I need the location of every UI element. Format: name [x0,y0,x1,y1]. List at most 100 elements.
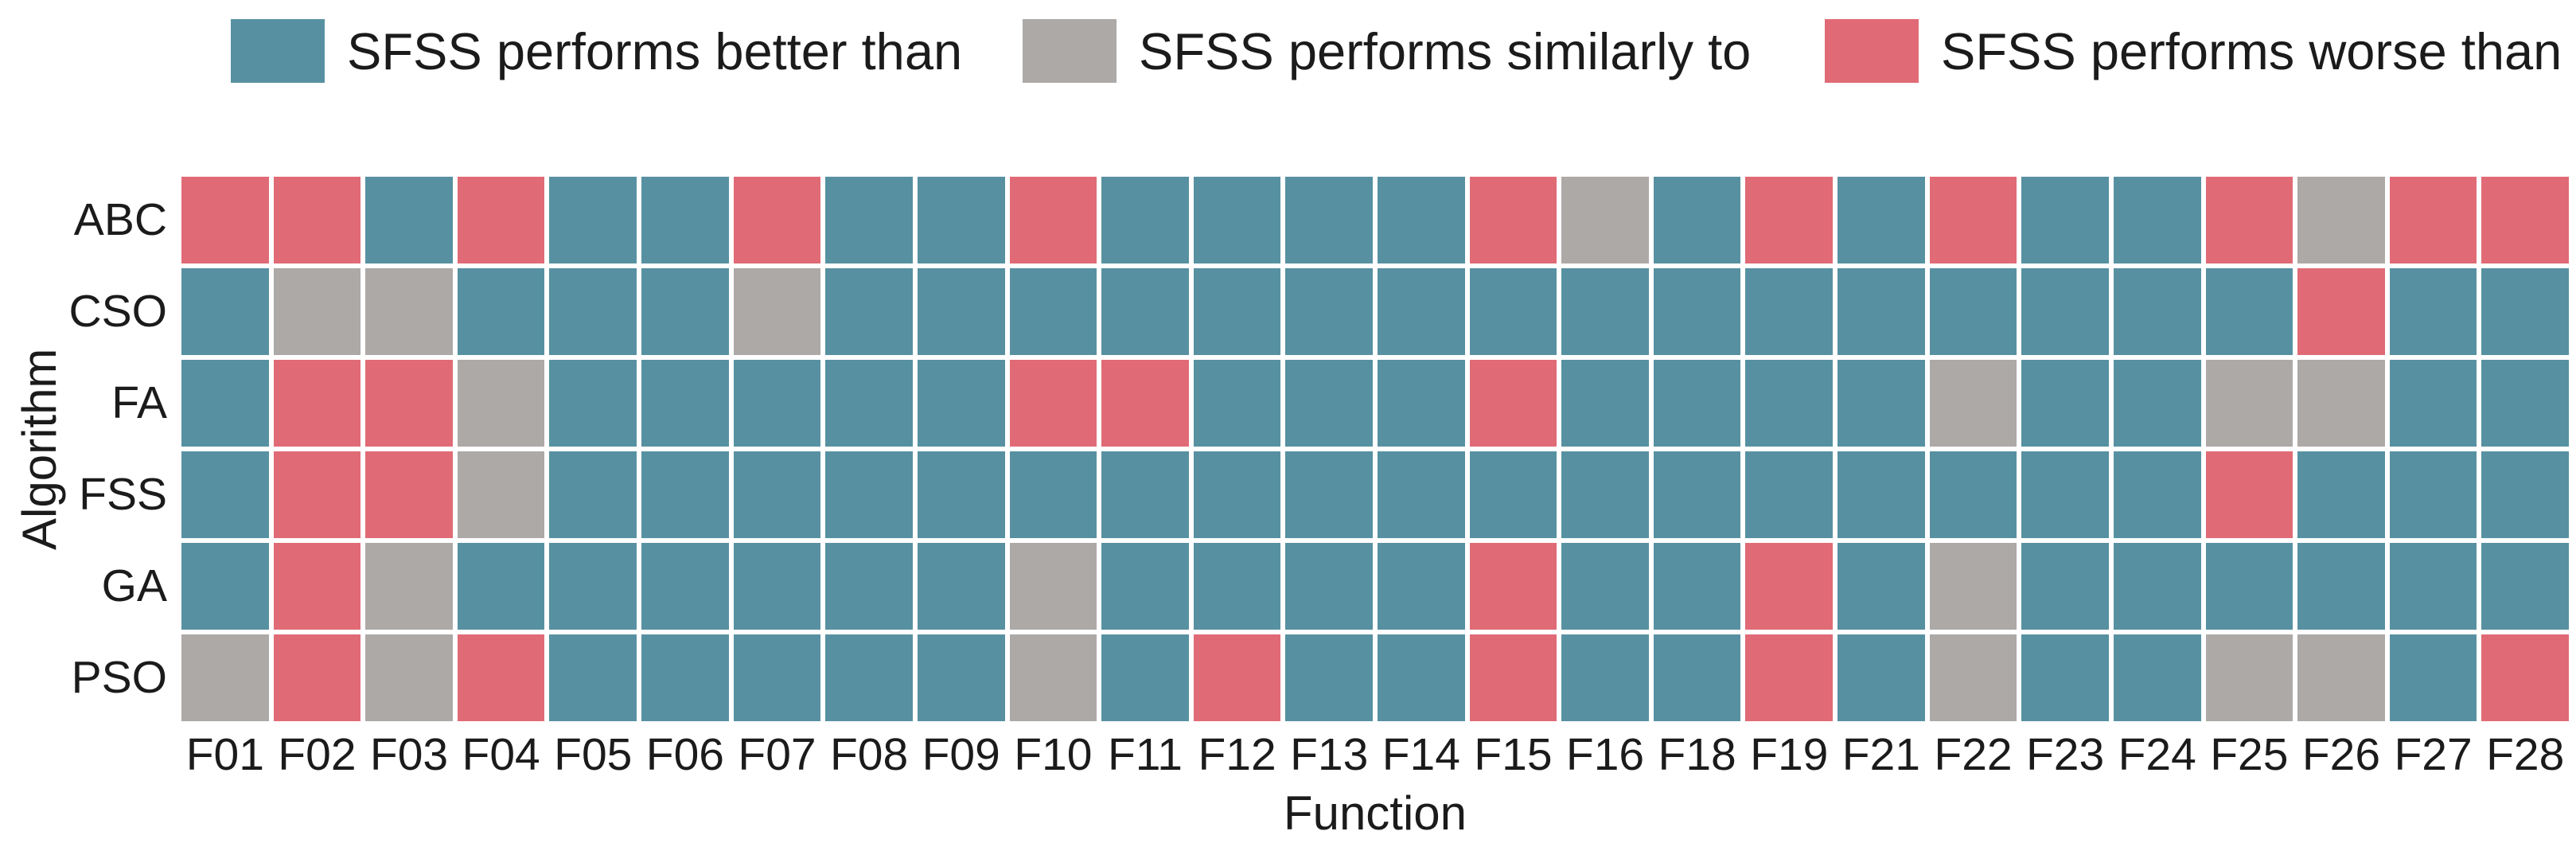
heatmap-cell-GA-F04 [457,543,545,630]
heatmap-cell-ABC-F21 [1837,177,1925,263]
x-tick-label-F15: F15 [1474,729,1553,780]
heatmap-cell-FSS-F03 [365,451,453,538]
legend-item-similar: SFSS performs similarly to [1023,13,1751,89]
heatmap-cell-FSS-F22 [1929,451,2017,538]
heatmap-cell-ABC-F11 [1101,177,1189,263]
heatmap-cell-ABC-F09 [917,177,1005,263]
x-tick-label-F28: F28 [2486,729,2565,780]
heatmap-cell-FA-F14 [1378,360,1465,447]
heatmap-cell-GA-F14 [1378,543,1465,630]
heatmap-cell-ABC-F06 [641,177,729,263]
heatmap-cell-CSO-F08 [825,268,913,355]
heatmap-cell-GA-F10 [1009,543,1097,630]
legend-swatch-similar [1023,19,1117,83]
heatmap-cell-PSO-F02 [273,634,361,721]
x-tick-label-F16: F16 [1565,729,1645,780]
x-tick-label-F03: F03 [369,729,449,780]
x-tick-label-F05: F05 [554,729,633,780]
heatmap-cell-FA-F15 [1469,360,1557,447]
heatmap-cell-GA-F09 [917,543,1005,630]
heatmap-cell-CSO-F24 [2113,268,2201,355]
heatmap-cell-GA-F24 [2113,543,2201,630]
heatmap-cell-CSO-F25 [2205,268,2293,355]
x-tick-label-F06: F06 [645,729,724,780]
heatmap-cell-ABC-F12 [1193,177,1281,263]
heatmap-cell-FSS-F01 [181,451,269,538]
heatmap-cell-GA-F25 [2205,543,2293,630]
heatmap-cell-CSO-F05 [549,268,637,355]
heatmap-cell-ABC-F26 [2297,177,2385,263]
heatmap-cell-GA-F11 [1101,543,1189,630]
heatmap-cell-FA-F08 [825,360,913,447]
heatmap-cell-CSO-F10 [1009,268,1097,355]
heatmap-cell-CSO-F26 [2297,268,2385,355]
heatmap-cell-ABC-F14 [1378,177,1465,263]
heatmap-cell-PSO-F15 [1469,634,1557,721]
heatmap-cell-FSS-F28 [2481,451,2569,538]
heatmap-cell-CSO-F07 [733,268,821,355]
heatmap-cell-GA-F23 [2021,543,2109,630]
x-tick-label-F14: F14 [1382,729,1460,780]
heatmap-cell-FA-F13 [1285,360,1373,447]
heatmap-cell-FA-F25 [2205,360,2293,447]
heatmap-cell-ABC-F01 [181,177,269,263]
heatmap-cell-ABC-F03 [365,177,453,263]
heatmap-cell-FA-F10 [1009,360,1097,447]
heatmap-cell-CSO-F16 [1561,268,1649,355]
heatmap-cell-FA-F06 [641,360,729,447]
heatmap-cell-FA-F01 [181,360,269,447]
y-tick-label-FA: FA [111,377,167,428]
heatmap-cell-PSO-F11 [1101,634,1189,721]
x-tick-label-F10: F10 [1014,729,1093,780]
heatmap-cell-GA-F27 [2389,543,2477,630]
heatmap-cell-PSO-F16 [1561,634,1649,721]
heatmap-cell-CSO-F27 [2389,268,2477,355]
heatmap-cell-FSS-F04 [457,451,545,538]
heatmap-cell-FSS-F27 [2389,451,2477,538]
heatmap-cell-FSS-F11 [1101,451,1189,538]
heatmap-cell-PSO-F03 [365,634,453,721]
x-tick-label-F23: F23 [2025,729,2105,780]
heatmap-cell-ABC-F24 [2113,177,2201,263]
heatmap-cell-ABC-F25 [2205,177,2293,263]
heatmap-cell-GA-F06 [641,543,729,630]
heatmap-cell-CSO-F28 [2481,268,2569,355]
y-tick-label-ABC: ABC [73,194,167,245]
heatmap-cell-PSO-F12 [1193,634,1281,721]
heatmap-cell-PSO-F25 [2205,634,2293,721]
legend-label-worse: SFSS performs worse than [1941,21,2562,80]
heatmap-cell-PSO-F06 [641,634,729,721]
heatmap-cell-PSO-F26 [2297,634,2385,721]
heatmap-cell-FSS-F15 [1469,451,1557,538]
heatmap-cell-FA-F24 [2113,360,2201,447]
heatmap-cell-FSS-F25 [2205,451,2293,538]
heatmap-cell-FA-F16 [1561,360,1649,447]
heatmap-cell-PSO-F10 [1009,634,1097,721]
y-tick-label-FSS: FSS [79,469,167,520]
heatmap-cell-FA-F09 [917,360,1005,447]
heatmap-cell-CSO-F19 [1745,268,1834,355]
heatmap-cell-CSO-F23 [2021,268,2109,355]
x-tick-label-F18: F18 [1658,729,1736,780]
x-tick-label-F24: F24 [2118,729,2196,780]
heatmap-cell-FA-F23 [2021,360,2109,447]
heatmap-cell-FSS-F10 [1009,451,1097,538]
x-tick-label-F04: F04 [462,729,540,780]
heatmap-cell-CSO-F06 [641,268,729,355]
heatmap-cell-FA-F05 [549,360,637,447]
heatmap-cell-GA-F28 [2481,543,2569,630]
heatmap-cell-PSO-F07 [733,634,821,721]
heatmap-cell-FA-F12 [1193,360,1281,447]
heatmap-cell-CSO-F09 [917,268,1005,355]
heatmap-cell-PSO-F14 [1378,634,1465,721]
heatmap-cell-FA-F04 [457,360,545,447]
heatmap-cell-GA-F19 [1745,543,1834,630]
x-axis-title: Function [1283,786,1467,840]
heatmap-cell-PSO-F24 [2113,634,2201,721]
heatmap-cell-PSO-F08 [825,634,913,721]
heatmap-cell-PSO-F22 [1929,634,2017,721]
x-tick-label-F01: F01 [185,729,264,780]
heatmap-cell-PSO-F05 [549,634,637,721]
heatmap-cell-PSO-F04 [457,634,545,721]
heatmap-cell-ABC-F15 [1469,177,1557,263]
